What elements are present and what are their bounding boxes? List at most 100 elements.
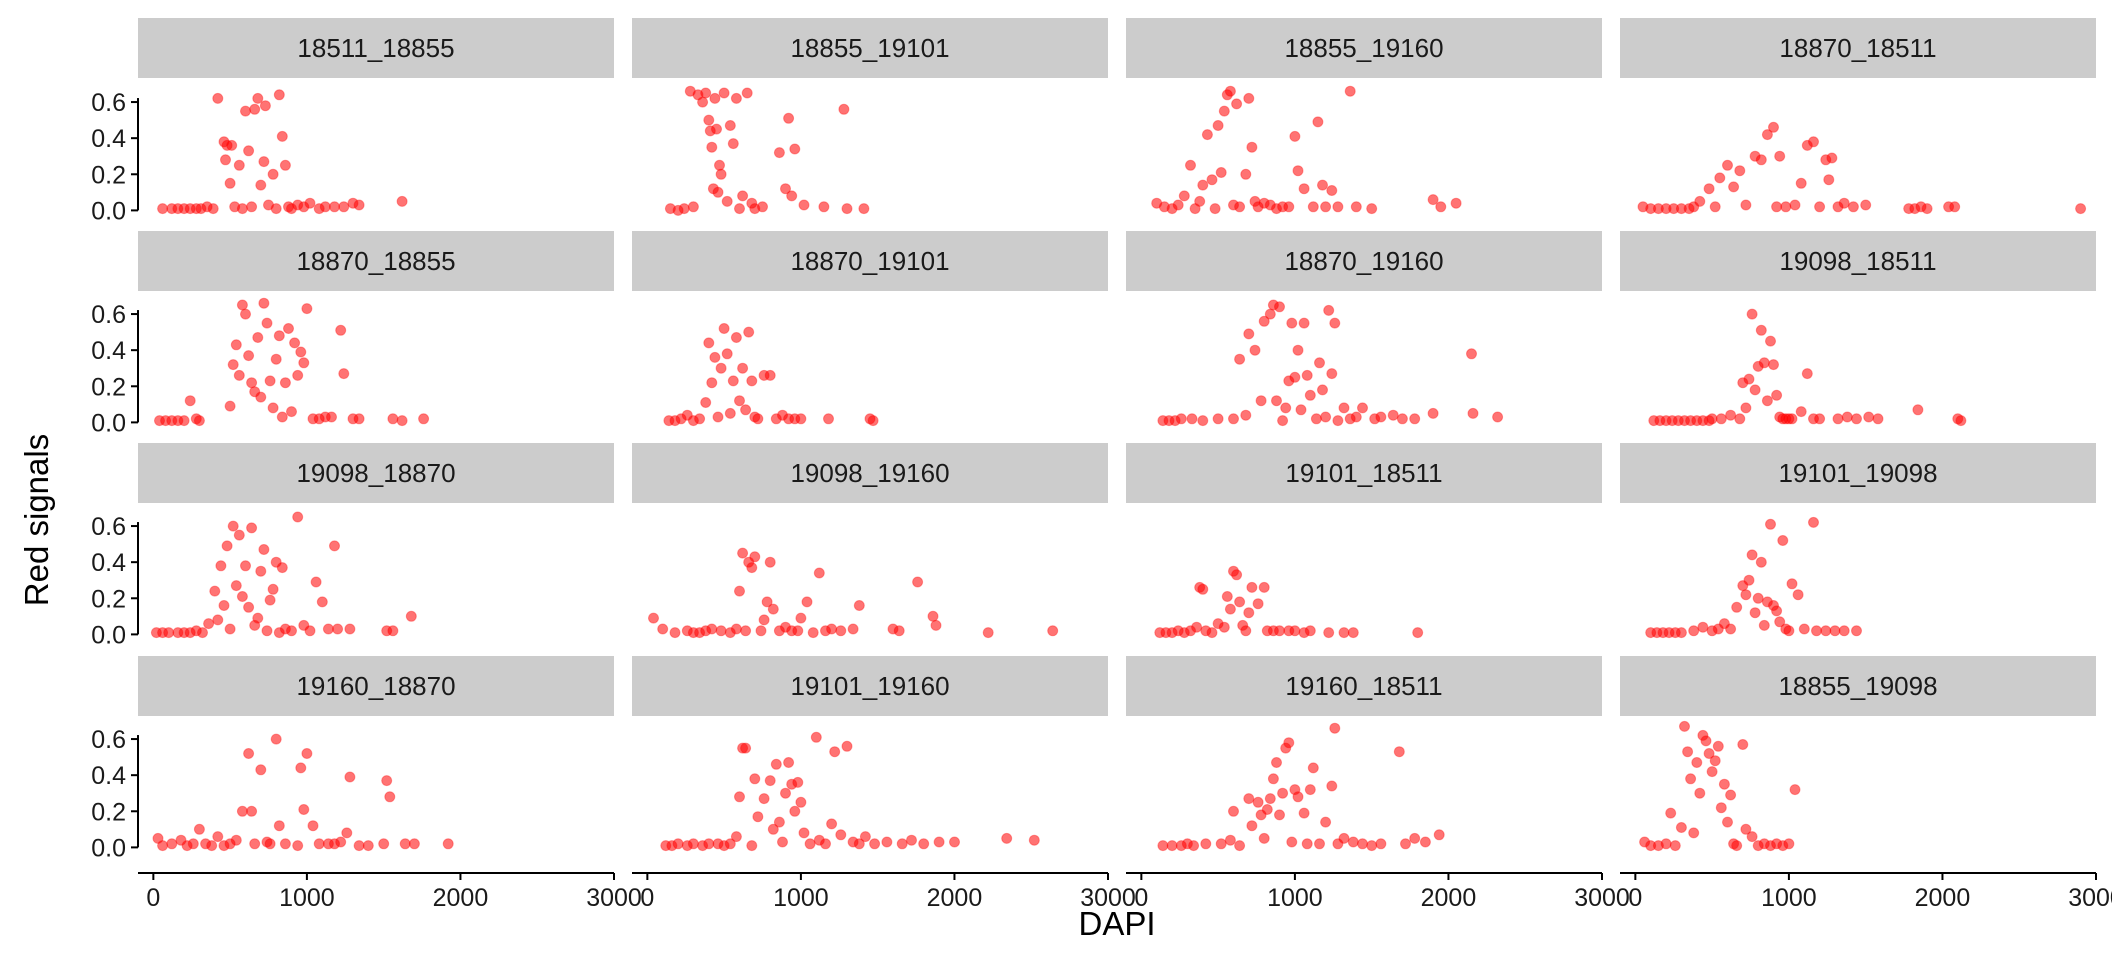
data-point [267, 583, 279, 595]
data-point [773, 147, 785, 159]
data-point [1466, 348, 1477, 360]
data-point [240, 308, 251, 320]
data-point [1435, 201, 1447, 213]
data-point [752, 413, 764, 425]
data-point [789, 143, 801, 155]
data-point [1694, 195, 1706, 207]
data-point [1218, 105, 1230, 117]
data-point [259, 100, 271, 112]
facet-panel: 18870_18511 [1620, 18, 2096, 215]
data-point [1292, 165, 1304, 177]
data-point [1715, 413, 1727, 425]
data-point [1166, 840, 1178, 852]
data-point [273, 89, 285, 101]
data-point [252, 92, 264, 104]
data-point [227, 520, 239, 532]
data-point [777, 836, 788, 848]
data-point [258, 297, 270, 309]
x-tick-label: 0 [1134, 884, 1148, 912]
data-point [1700, 735, 1712, 747]
data-point [1709, 201, 1721, 213]
data-point [1240, 625, 1252, 637]
data-point [1771, 201, 1783, 213]
data-point [1366, 203, 1378, 215]
data-point [896, 838, 908, 850]
x-tick-label: 1000 [1761, 884, 1817, 912]
y-axis-title: Red signals [18, 434, 55, 606]
data-point [221, 540, 233, 552]
facet-strip [632, 443, 1108, 503]
data-point [1841, 411, 1853, 423]
facet-strip [138, 18, 614, 78]
data-point [230, 834, 242, 846]
data-point [1212, 413, 1224, 425]
data-point [1249, 344, 1261, 356]
data-point [906, 834, 917, 846]
data-point [264, 594, 276, 606]
data-point [1740, 402, 1752, 414]
data-point [1780, 201, 1792, 213]
data-point [276, 130, 288, 142]
facet-strip [138, 656, 614, 716]
data-point [1261, 804, 1273, 815]
data-point [1298, 183, 1310, 195]
data-point [224, 623, 236, 635]
data-point [1332, 415, 1344, 427]
data-point [267, 168, 279, 180]
data-point [767, 823, 779, 835]
facet-strip-label: 18870_19160 [1284, 246, 1443, 276]
data-point [270, 353, 282, 365]
data-point [184, 395, 196, 407]
data-point [1400, 838, 1411, 850]
data-point [718, 323, 730, 334]
data-point [786, 190, 798, 202]
data-point [1714, 172, 1726, 184]
data-point [1798, 623, 1810, 635]
facet-strip [632, 656, 1108, 716]
data-point [1725, 789, 1737, 801]
data-point [724, 838, 736, 850]
data-point [304, 197, 316, 209]
data-point [1679, 720, 1690, 732]
data-point [1409, 413, 1421, 425]
data-point [930, 619, 942, 631]
x-tick-label: 1000 [1267, 884, 1323, 912]
data-point [298, 357, 310, 369]
facet-strip-label: 18855_19101 [790, 33, 949, 63]
data-point [1304, 625, 1316, 637]
data-point [236, 299, 248, 311]
data-point [721, 195, 733, 207]
data-point [749, 551, 761, 563]
data-point [243, 350, 255, 362]
facet-strip-label: 19101_18511 [1285, 458, 1442, 488]
data-point [1221, 591, 1233, 602]
data-point [869, 838, 881, 850]
facet-panel: 19101_19098 [1620, 443, 2096, 639]
data-point [1734, 413, 1746, 425]
data-point [1826, 152, 1838, 164]
data-point [694, 413, 706, 425]
data-point [270, 203, 282, 215]
data-point [1264, 793, 1276, 805]
x-tick-label: 3000 [586, 884, 642, 912]
data-point [1955, 415, 1967, 427]
data-point [1743, 574, 1755, 586]
data-point [405, 610, 417, 622]
data-point [798, 827, 810, 839]
y-tick-label: 0.0 [91, 197, 126, 225]
data-point [1246, 820, 1258, 832]
data-point [1795, 406, 1807, 418]
data-point [1344, 85, 1356, 97]
data-point [1317, 179, 1328, 191]
x-tick-label: 3000 [2068, 884, 2112, 912]
data-point [1409, 832, 1421, 844]
data-point [341, 827, 353, 839]
data-point [233, 369, 245, 381]
data-point [1001, 832, 1013, 844]
data-point [387, 625, 399, 637]
data-point [319, 201, 331, 213]
data-point [1200, 838, 1212, 850]
data-point [1295, 404, 1307, 416]
data-point [737, 362, 749, 374]
data-point [743, 326, 755, 338]
